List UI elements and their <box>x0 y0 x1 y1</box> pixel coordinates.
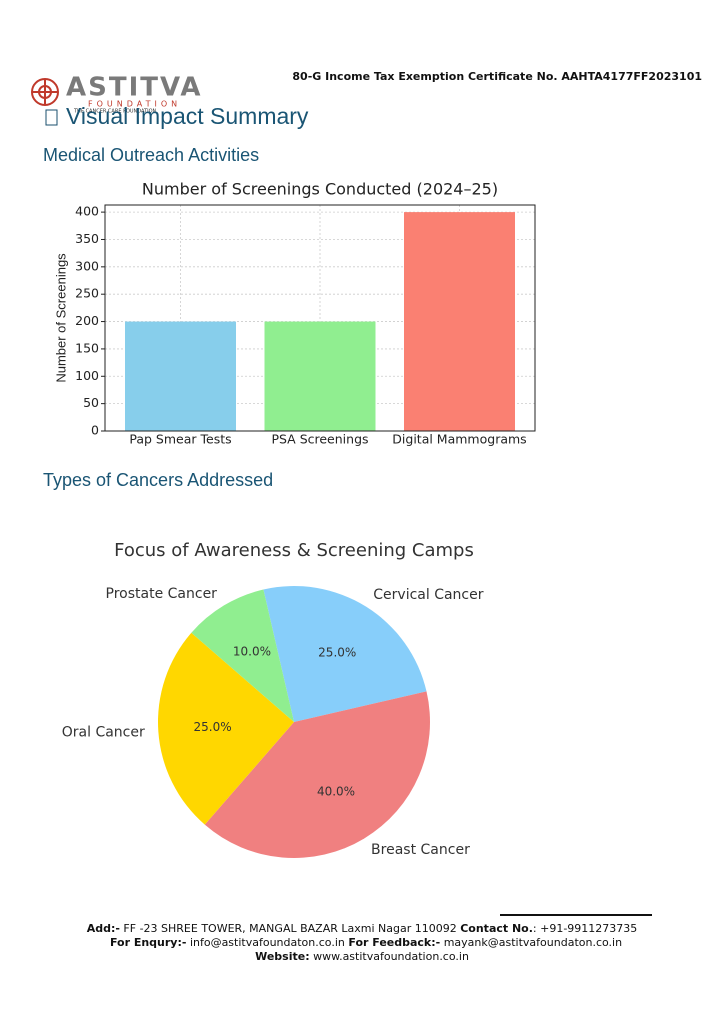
missing-glyph <box>45 109 58 126</box>
bar <box>125 321 236 431</box>
value-label: 25.0% <box>194 720 232 734</box>
x-tick-label: Digital Mammograms <box>392 432 526 447</box>
chart-title: Number of Screenings Conducted (2024–25) <box>142 180 498 199</box>
slice-label: Breast Cancer <box>371 842 470 858</box>
y-axis-label: Number of Screenings <box>53 253 68 383</box>
logo-sub: FOUNDATION <box>88 100 181 109</box>
y-tick-label: 150 <box>75 340 99 355</box>
y-tick-label: 50 <box>83 395 99 410</box>
footer-line: Add:- FF -23 SHREE TOWER, MANGAL BAZAR L… <box>87 922 638 935</box>
feedback: mayank@astitvafoundaton.co.in <box>444 936 622 949</box>
pie-slice <box>158 632 294 825</box>
page-title: Visual Impact Summary <box>66 103 309 129</box>
y-tick-label: 100 <box>75 368 99 383</box>
logo-text: ASTITVA <box>66 73 202 103</box>
logo-tag: THE CANCER CARE FOUNDATION <box>73 109 157 115</box>
section-heading: Types of Cancers Addressed <box>43 470 273 490</box>
footer-line: Website: www.astitvafoundation.co.in <box>255 950 469 963</box>
value-label: 10.0% <box>233 645 271 659</box>
y-tick-label: 200 <box>75 313 99 328</box>
bar <box>404 212 515 431</box>
label: Add:- <box>87 922 120 935</box>
x-tick-label: PSA Screenings <box>271 432 368 447</box>
enquiry: info@astitvafoundaton.co.in <box>190 936 345 949</box>
footer-line: For Enqury:- info@astitvafoundaton.co.in… <box>110 936 622 949</box>
slice-label: Oral Cancer <box>62 724 145 740</box>
section-heading: Medical Outreach Activities <box>43 145 259 165</box>
y-tick-label: 350 <box>75 231 99 246</box>
y-tick-label: 300 <box>75 258 99 273</box>
value-label: 25.0% <box>318 645 356 659</box>
label: Website: <box>255 950 310 963</box>
axes-frame <box>104 204 536 432</box>
bar <box>264 321 376 431</box>
website: www.astitvafoundation.co.in <box>313 950 469 963</box>
chart-title: Focus of Awareness & Screening Camps <box>114 540 474 561</box>
pie-slice <box>263 585 427 722</box>
slice-label: Cervical Cancer <box>373 587 483 603</box>
y-tick-label: 0 <box>91 423 99 438</box>
address: FF -23 SHREE TOWER, MANGAL BAZAR Laxmi N… <box>123 922 456 935</box>
label: For Enqury:- <box>110 936 187 949</box>
label: Contact No. <box>460 922 533 935</box>
charts: Number of Screenings Conducted (2024–25)… <box>53 180 536 858</box>
y-tick-label: 400 <box>75 204 99 219</box>
y-tick-label: 250 <box>75 286 99 301</box>
pie-slice <box>191 589 294 722</box>
logo-emblem <box>31 78 59 106</box>
value-label: 40.0% <box>317 784 355 798</box>
certificate: 80-G Income Tax Exemption Certificate No… <box>292 70 702 83</box>
pie-slice <box>204 691 430 858</box>
label: For Feedback:- <box>348 936 440 949</box>
contact: : +91-9911273735 <box>533 922 637 935</box>
x-tick-label: Pap Smear Tests <box>129 432 231 447</box>
slice-label: Prostate Cancer <box>106 586 218 602</box>
